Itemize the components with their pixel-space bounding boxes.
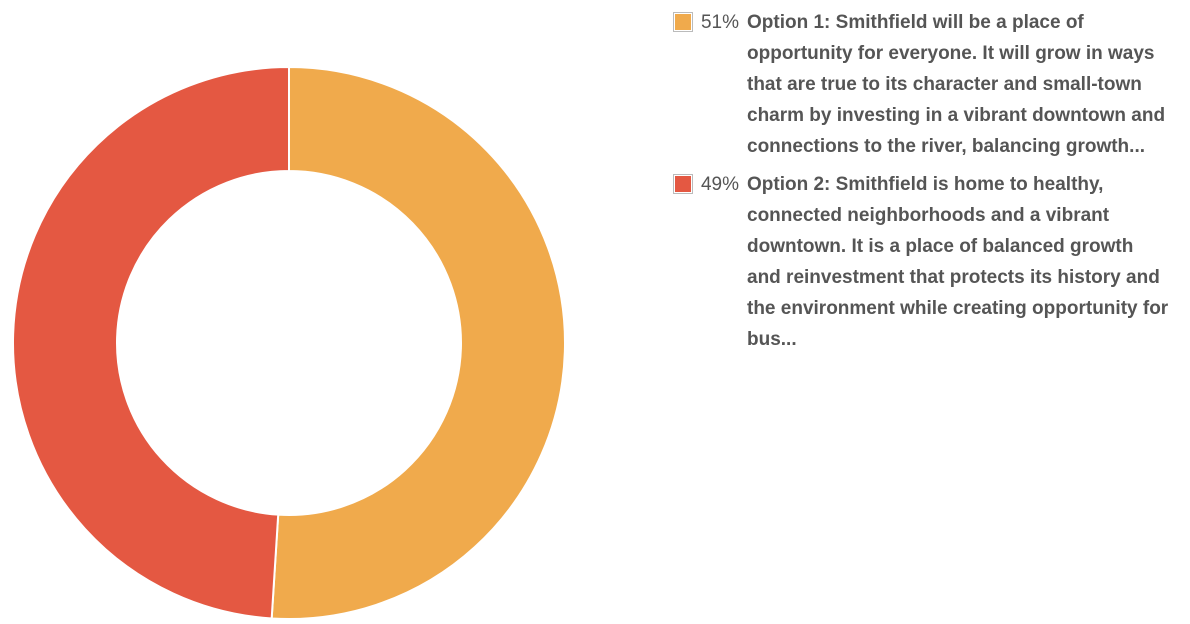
legend-percent: 49%	[700, 174, 739, 195]
legend: 51% Option 1: Smithfield will be a place …	[673, 7, 1188, 362]
legend-item: 49% Option 2: Smithfield is home to healt…	[673, 169, 1188, 355]
donut-slice	[270, 65, 566, 620]
legend-item: 51% Option 1: Smithfield will be a place …	[673, 7, 1188, 162]
legend-swatch	[673, 174, 693, 194]
donut-slice	[12, 65, 290, 620]
legend-percent: 51%	[700, 12, 739, 33]
legend-label: Option 1: Smithfield will be a place of …	[747, 12, 1166, 157]
legend-swatch	[673, 12, 693, 32]
legend-label: Option 2: Smithfield is home to healthy,…	[747, 174, 1169, 350]
donut-chart	[12, 65, 566, 620]
